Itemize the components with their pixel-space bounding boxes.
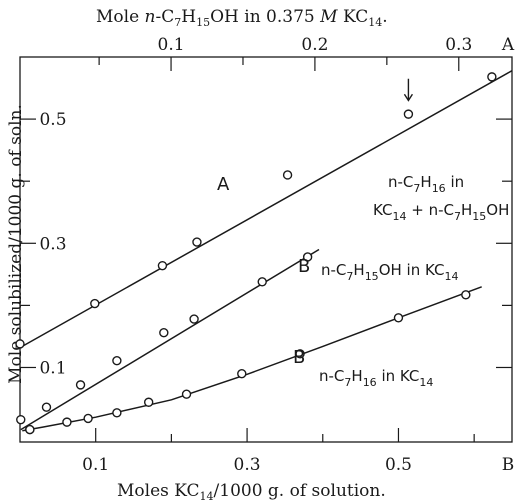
series-label: KC14 + n-C7H15OH bbox=[373, 201, 509, 223]
data-point bbox=[90, 298, 100, 309]
top-axis-tag: A bbox=[501, 35, 515, 55]
x-tick-label: 0.5 bbox=[385, 455, 412, 475]
data-point bbox=[83, 413, 93, 424]
data-point bbox=[302, 252, 313, 262]
data-point bbox=[16, 414, 26, 425]
data-point bbox=[487, 72, 497, 82]
data-point bbox=[157, 260, 168, 271]
data-point bbox=[393, 313, 404, 323]
y-tick-label: 0.3 bbox=[39, 234, 66, 254]
data-point bbox=[62, 417, 72, 427]
data-point bbox=[15, 339, 25, 349]
data-point bbox=[189, 314, 199, 324]
data-point bbox=[403, 109, 414, 119]
x-axis-tag: B bbox=[502, 455, 515, 475]
x-tick-label: 0.3 bbox=[234, 455, 261, 475]
data-point bbox=[461, 290, 471, 300]
data-point bbox=[282, 170, 293, 180]
plot-frame bbox=[19, 56, 513, 443]
data-point bbox=[192, 237, 202, 247]
fit-line-series-1 bbox=[19, 70, 513, 349]
data-point bbox=[75, 380, 86, 390]
data-point bbox=[112, 355, 122, 366]
data-point bbox=[41, 402, 52, 412]
y-tick-label: 0.5 bbox=[39, 110, 66, 130]
data-point bbox=[237, 368, 247, 379]
y-tick-label: 0.1 bbox=[39, 358, 66, 378]
fit-line-series-3 bbox=[22, 286, 482, 432]
top-tick-label: 0.2 bbox=[301, 35, 328, 55]
series-letter: B bbox=[298, 256, 310, 277]
top-tick-label: 0.3 bbox=[445, 35, 472, 55]
data-point bbox=[181, 389, 192, 399]
series-label: n-C7H16 in KC14 bbox=[319, 367, 433, 389]
data-point bbox=[112, 408, 122, 418]
x-axis-title: Moles KC14/1000 g. of solution. bbox=[117, 481, 386, 502]
series-label: n-C7H16 in bbox=[388, 173, 464, 195]
arrow-marker bbox=[403, 78, 414, 102]
data-point bbox=[159, 328, 169, 338]
fit-line-series-2 bbox=[20, 248, 320, 431]
series-label: n-C7H15OH in KC14 bbox=[321, 261, 458, 283]
x-tick-label: 0.1 bbox=[82, 455, 109, 475]
y-axis-title: Mole solubilized/1000 g. of soln. bbox=[6, 104, 26, 384]
data-point bbox=[295, 349, 305, 359]
series-letter: B bbox=[293, 347, 305, 368]
data-point bbox=[143, 397, 154, 407]
data-point bbox=[257, 277, 267, 287]
top-tick-label: 0.1 bbox=[158, 35, 185, 55]
series-letter: A bbox=[217, 174, 230, 195]
top-axis-title: Mole n-C7H15OH in 0.375 M KC14. bbox=[96, 7, 388, 29]
data-point bbox=[25, 424, 35, 435]
